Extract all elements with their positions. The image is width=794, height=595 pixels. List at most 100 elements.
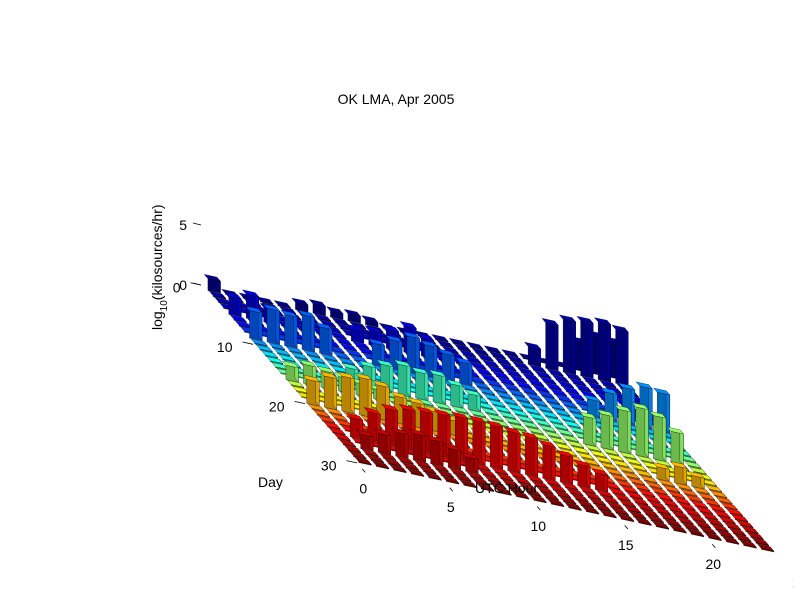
bar-top-face: [627, 477, 646, 486]
bar-top-face: [618, 499, 637, 508]
bar-d2-h14: [453, 343, 472, 353]
bar-d13-h13: [493, 405, 511, 414]
bar-top-face: [578, 486, 596, 494]
bar-top-face: [634, 517, 652, 525]
bar-d1-h17: [501, 349, 519, 358]
bar-d20-h3: [355, 372, 373, 418]
bar-d23-h23: [720, 502, 738, 511]
chart-title: OK LMA, Apr 2005: [338, 91, 455, 107]
bar-d27-h1: [356, 429, 374, 452]
bar-top-face: [498, 411, 517, 419]
bar-top-face: [596, 489, 614, 498]
bar-top-face: [544, 430, 562, 439]
bar-top-face: [318, 415, 336, 424]
bar-top-face: [389, 464, 407, 473]
bar-top-face: [526, 426, 544, 435]
bar-top-face: [551, 422, 569, 431]
bar-d11-h0: [255, 344, 273, 353]
bar-d25-h23: [731, 514, 749, 523]
bar-d9-h10: [420, 340, 438, 379]
bar-side-face: [533, 434, 538, 478]
bar-top-face: [704, 532, 722, 541]
bar-d8-h6: [345, 349, 363, 358]
bar-top-face: [315, 322, 333, 330]
bar-d17-h15: [549, 436, 567, 446]
bar-d13-h14: [511, 409, 529, 418]
bar-side-face: [421, 431, 426, 464]
bar-d28-h2: [379, 452, 397, 462]
bar-d21-h23: [710, 490, 728, 500]
bar-side-face: [275, 306, 280, 346]
bar-top-face: [676, 516, 694, 525]
bar-d13-h17: [563, 420, 581, 430]
bar-top-face: [734, 534, 752, 542]
bar-top-face: [250, 338, 268, 347]
bar-d28-h18: [659, 513, 677, 522]
bar-d30-h3: [407, 468, 425, 477]
bar-d28-h5: [431, 464, 449, 473]
bar-top-face: [546, 416, 564, 425]
bar-top-face: [675, 482, 693, 491]
bar-top-face: [424, 472, 442, 480]
bar-top-face: [278, 306, 297, 314]
bar-d12-h1: [278, 354, 296, 363]
bar-top-face: [652, 462, 670, 470]
bar-d7-h18: [549, 388, 568, 398]
bar-d27-h21: [706, 518, 724, 528]
bar-top-face: [741, 526, 759, 534]
bar-top-face: [366, 454, 385, 463]
bar-d28-h19: [676, 516, 694, 526]
bar-d29-h10: [524, 488, 542, 498]
bar-top-face: [299, 359, 317, 368]
bar-side-face: [481, 418, 486, 467]
bar-top-face: [608, 487, 626, 496]
bar-d13-h0: [266, 356, 284, 365]
bar-side-face: [332, 373, 337, 411]
bar-top-face: [581, 376, 599, 384]
bar-d9-h17: [542, 396, 561, 406]
bar-side-face: [450, 351, 455, 383]
bar-top-face: [553, 408, 571, 417]
bar-top-face: [720, 502, 738, 510]
bar-top-face: [256, 296, 274, 304]
bar-d23-h17: [615, 479, 633, 489]
bar-top-face: [352, 341, 370, 349]
bar-d20-h20: [652, 462, 670, 482]
bar-d29-h9: [506, 485, 525, 494]
bar-top-face: [542, 396, 561, 405]
bar-side-face: [630, 385, 635, 427]
bar-top-face: [281, 360, 299, 369]
bar-d21-h1: [325, 407, 343, 417]
bar-d16-h16: [561, 434, 579, 444]
bar-d18-h15: [554, 442, 572, 452]
bar-top-face: [589, 498, 607, 506]
bar-top-face: [492, 371, 510, 379]
bar-top-face: [260, 350, 279, 358]
bar-d9-h0: [245, 305, 263, 342]
x-tick-label-10: 10: [531, 518, 547, 534]
bar-top-face: [645, 481, 663, 489]
bar-d5-h7: [347, 324, 365, 344]
bar-d30-h12: [564, 502, 582, 512]
bar-top-face: [715, 496, 733, 504]
bar-d25-h20: [678, 502, 696, 512]
bar-top-face: [508, 471, 526, 479]
bar-top-face: [503, 426, 521, 435]
bar-d29-h12: [559, 496, 577, 505]
bar-d25-h17: [626, 491, 644, 501]
bar-d20-h17: [600, 461, 618, 471]
bar-side-face: [293, 312, 298, 349]
bar-d16-h15: [544, 430, 562, 440]
bar-top-face: [525, 392, 543, 401]
bar-top-face: [546, 368, 564, 377]
bar-d24-h19: [655, 493, 674, 502]
bar-d28-h21: [711, 524, 729, 533]
bar-top-face: [640, 475, 658, 483]
bar-top-face: [381, 403, 399, 412]
bar-top-face: [673, 496, 691, 505]
bar-d30-h9: [512, 491, 530, 500]
x-tick-label-0: 0: [359, 480, 367, 496]
bar-d11-h14: [500, 397, 518, 406]
bar-d29-h0: [349, 451, 367, 460]
bar-d29-h17: [646, 515, 665, 524]
